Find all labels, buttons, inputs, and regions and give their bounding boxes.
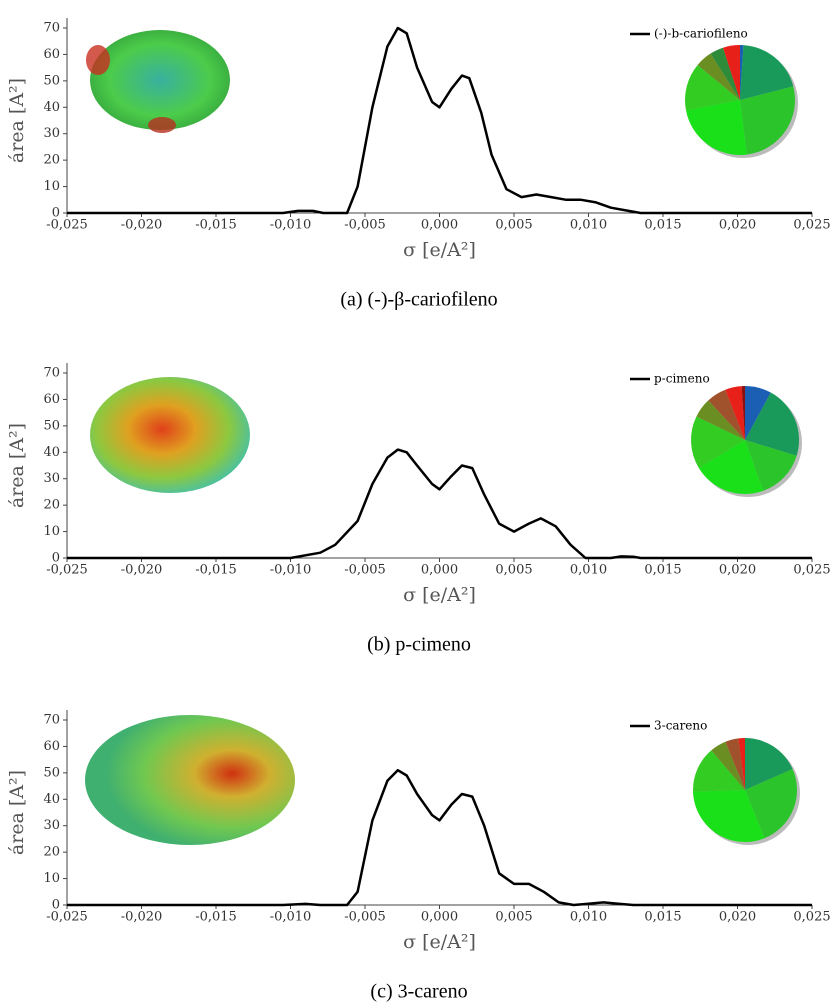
y-tick-label: 40 [43,792,60,807]
y-axis-title: área [A²] [6,423,28,508]
x-tick-label: 0,020 [719,218,756,233]
x-tick-label: 0,010 [570,218,607,233]
x-tick-label: -0,005 [344,910,386,925]
x-tick-label: 0,015 [644,910,681,925]
x-tick-label: -0,010 [270,563,312,578]
x-tick-label: -0,025 [46,218,88,233]
y-tick-label: 20 [43,153,60,168]
x-axis-title: σ [e/A²] [403,239,476,261]
x-tick-label: 0,025 [793,218,830,233]
x-tick-label: -0,010 [270,910,312,925]
y-tick-label: 30 [43,126,60,141]
legend-label: 3-careno [654,719,707,733]
x-tick-label: -0,020 [121,563,163,578]
x-tick-label: 0,010 [570,563,607,578]
y-tick-label: 10 [43,524,60,539]
x-tick-label: -0,020 [121,910,163,925]
y-tick-label: 70 [43,366,60,381]
x-tick-label: 0,010 [570,910,607,925]
y-tick-label: 60 [43,47,60,62]
y-axis-title: área [A²] [6,78,28,163]
x-tick-label: 0,005 [495,218,532,233]
molecule-image [90,377,250,493]
x-tick-label: -0,020 [121,218,163,233]
y-tick-label: 60 [43,739,60,754]
x-tick-label: -0,010 [270,218,312,233]
x-tick-label: -0,025 [46,910,88,925]
x-tick-label: 0,000 [421,218,458,233]
x-axis-title: σ [e/A²] [403,931,476,953]
x-tick-label: -0,015 [195,910,237,925]
y-tick-label: 10 [43,871,60,886]
y-tick-label: 10 [43,179,60,194]
x-tick-label: -0,015 [195,563,237,578]
x-tick-label: -0,015 [195,218,237,233]
x-tick-label: 0,025 [793,910,830,925]
x-tick-label: 0,000 [421,910,458,925]
legend-label: p-cimeno [654,372,710,386]
y-tick-label: 50 [43,418,60,433]
x-tick-label: 0,005 [495,563,532,578]
x-tick-label: 0,015 [644,218,681,233]
y-tick-label: 70 [43,21,60,36]
y-tick-label: 50 [43,765,60,780]
y-tick-label: 70 [43,713,60,728]
x-tick-label: -0,005 [344,563,386,578]
x-tick-label: -0,005 [344,218,386,233]
legend-label: (-)-b-cariofileno [654,27,748,41]
figure: 010203040506070-0,025-0,020-0,015-0,010-… [0,0,838,1008]
caption: (c) 3-careno [370,981,467,1003]
x-tick-label: -0,025 [46,563,88,578]
x-tick-label: 0,005 [495,910,532,925]
y-tick-label: 30 [43,818,60,833]
x-tick-label: 0,020 [719,563,756,578]
y-tick-label: 30 [43,471,60,486]
y-tick-label: 20 [43,845,60,860]
x-tick-label: 0,025 [793,563,830,578]
x-axis-title: σ [e/A²] [403,584,476,606]
x-tick-label: 0,015 [644,563,681,578]
caption: (a) (-)-β-cariofileno [340,289,497,311]
x-tick-label: 0,000 [421,563,458,578]
y-tick-label: 40 [43,100,60,115]
x-tick-label: 0,020 [719,910,756,925]
caption: (b) p-cimeno [367,634,471,656]
y-axis-title: área [A²] [6,770,28,855]
y-tick-label: 60 [43,392,60,407]
molecule-image [86,30,230,133]
molecule-image [85,715,295,845]
y-tick-label: 20 [43,498,60,513]
y-tick-label: 50 [43,73,60,88]
y-tick-label: 40 [43,445,60,460]
